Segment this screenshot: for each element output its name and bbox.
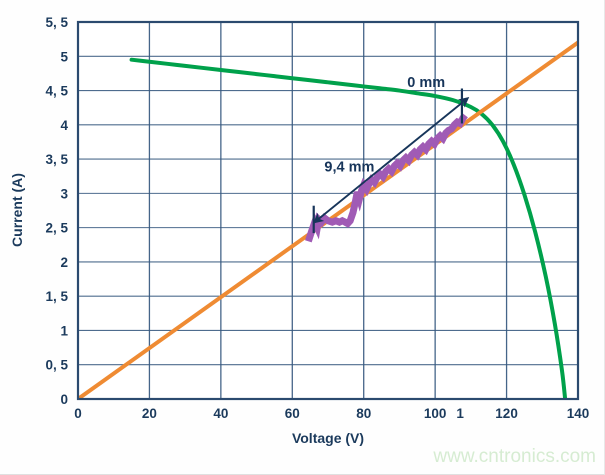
y-tick-label: 5: [60, 49, 68, 64]
y-tick-label: 2: [60, 255, 68, 270]
annotation-nine-four-mm-label: 9,4 mm: [324, 159, 374, 175]
y-tick-label: 0, 5: [45, 358, 68, 373]
y-tick-label: 5, 5: [45, 15, 68, 30]
series-pv-iv-curve: [129, 57, 568, 399]
y-tick-label: 4, 5: [45, 84, 68, 99]
x-tick-label: 0: [74, 406, 82, 421]
x-tick-label: 1: [456, 406, 464, 421]
y-tick-label: 2, 5: [45, 221, 68, 236]
plot-frame: [76, 20, 580, 401]
y-tick-label: 4: [60, 118, 68, 133]
plot-border: [76, 20, 580, 401]
x-tick-label: 120: [495, 406, 518, 421]
x-tick-label: 140: [567, 406, 590, 421]
x-tick-label: 40: [213, 406, 228, 421]
y-axis-tick-labels: 0 0, 5 1 1, 5 2 2, 5 3 3, 5 4 4, 5 5 5, 5: [45, 15, 68, 407]
x-tick-label: 80: [356, 406, 371, 421]
x-axis-tick-labels: 0 20 40 60 80 100 1 120 140: [74, 406, 589, 421]
y-tick-label: 1: [60, 323, 68, 338]
x-tick-label: 100: [424, 406, 447, 421]
y-axis-title: Current (A): [9, 173, 25, 247]
annotation-zero-mm-label: 0 mm: [407, 75, 445, 91]
x-tick-label: 20: [142, 406, 157, 421]
annotations-layer: 0 mm 9,4 mm: [312, 75, 470, 234]
y-tick-label: 0: [60, 392, 68, 407]
annotation-measurement-arrow: [312, 96, 470, 224]
y-tick-label: 3: [60, 186, 68, 201]
y-tick-label: 1, 5: [45, 289, 68, 304]
x-axis-title: Voltage (V): [292, 430, 364, 446]
y-tick-label: 3, 5: [45, 152, 68, 167]
x-tick-label: 60: [285, 406, 300, 421]
watermark-text: www.cntronics.com: [432, 446, 596, 467]
